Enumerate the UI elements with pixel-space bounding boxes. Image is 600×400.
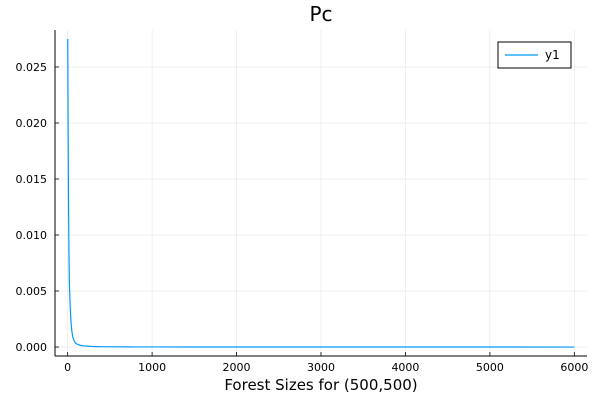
y-tick-label: 0.015	[16, 173, 48, 186]
x-tick-label: 2000	[223, 361, 251, 374]
x-tick-label: 0	[64, 361, 71, 374]
y-tick-label: 0.000	[16, 341, 48, 354]
y-tick-label: 0.010	[16, 229, 48, 242]
x-axis-label: Forest Sizes for (500,500)	[224, 376, 417, 394]
chart-title: Pc	[309, 2, 332, 26]
y-tick-label: 0.005	[16, 285, 48, 298]
legend: y1	[497, 41, 572, 69]
x-tick-label: 1000	[138, 361, 166, 374]
series-layer	[67, 38, 575, 348]
series-line-y1	[67, 38, 575, 348]
x-tick-label: 6000	[560, 361, 588, 374]
x-tick-label: 4000	[391, 361, 419, 374]
y-tick-label: 0.020	[16, 117, 48, 130]
x-ticks: 0 1000 2000 3000 4000 5000 6000	[64, 352, 588, 374]
legend-label: y1	[545, 48, 560, 62]
grid-lines	[55, 30, 587, 356]
y-ticks: 0.000 0.005 0.010 0.015 0.020 0.025	[16, 61, 59, 354]
x-tick-label: 3000	[307, 361, 335, 374]
y-tick-label: 0.025	[16, 61, 48, 74]
x-tick-label: 5000	[476, 361, 504, 374]
